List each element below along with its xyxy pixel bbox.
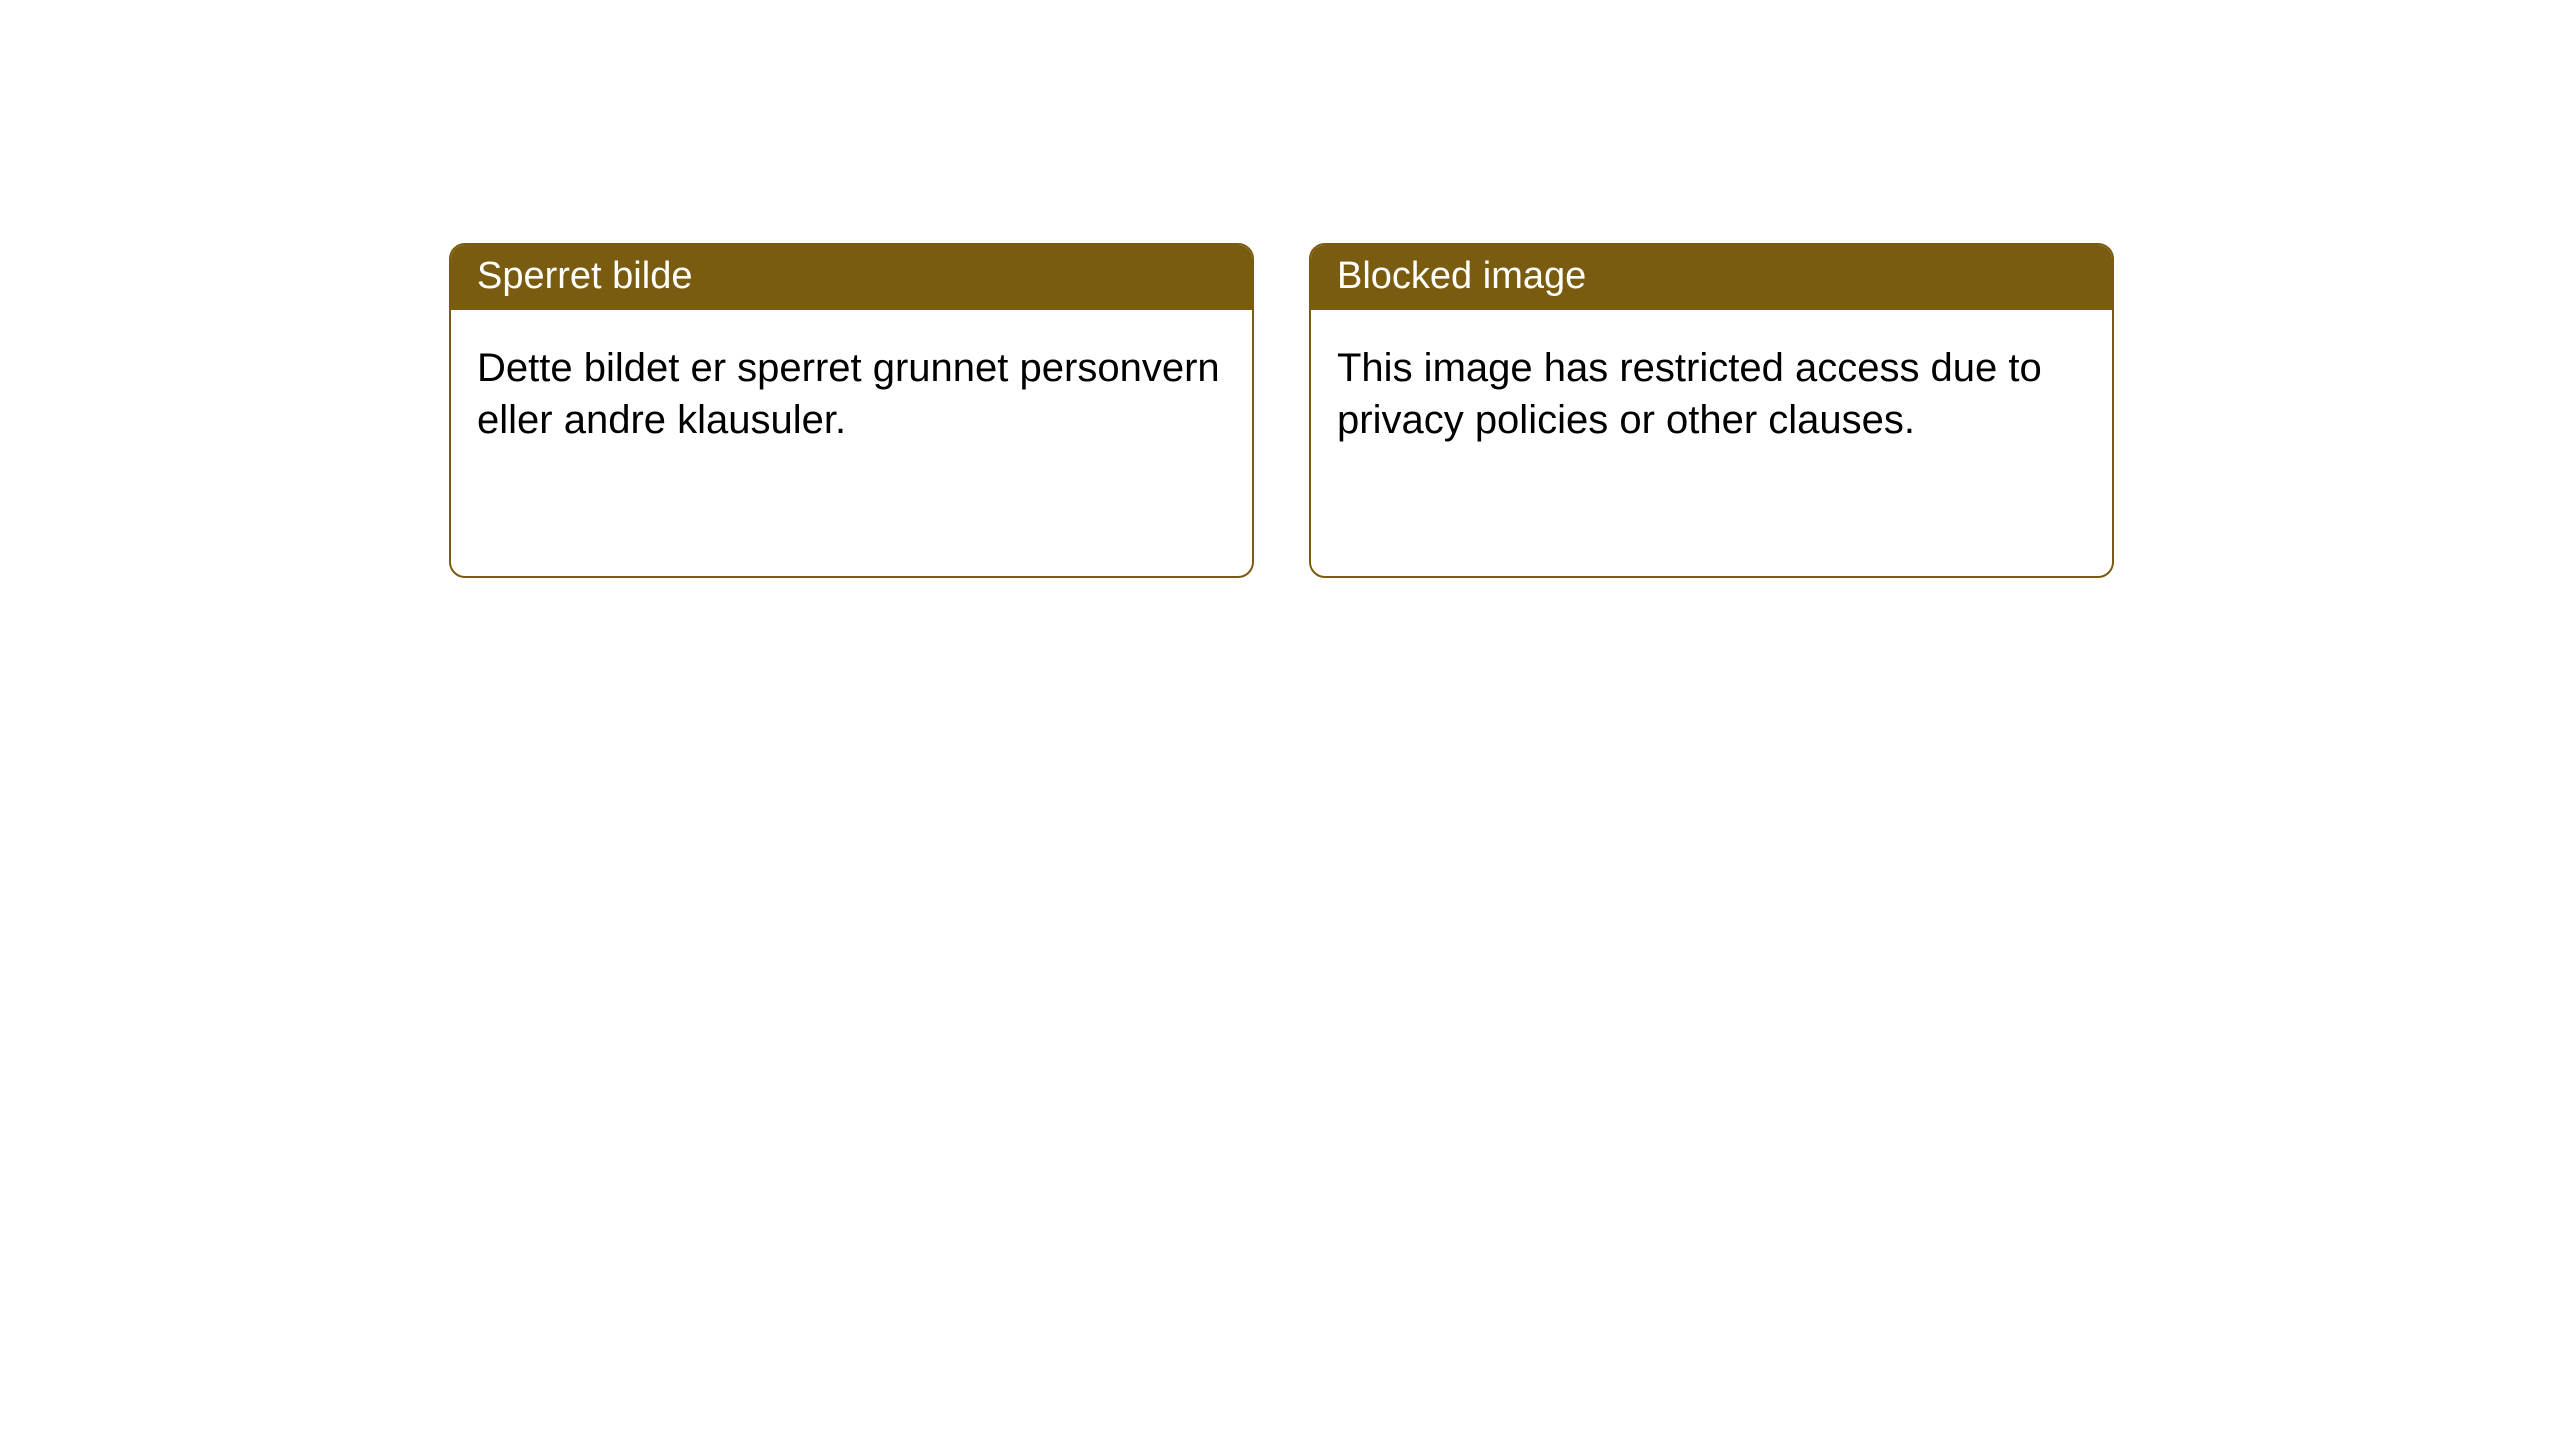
notice-card-header: Sperret bilde [451, 245, 1252, 310]
notice-card-english: Blocked image This image has restricted … [1309, 243, 2114, 578]
notice-card-header: Blocked image [1311, 245, 2112, 310]
notice-card-title: Sperret bilde [477, 255, 692, 297]
notice-card-text: Dette bildet er sperret grunnet personve… [477, 346, 1220, 442]
notice-card-text: This image has restricted access due to … [1337, 346, 2042, 442]
notice-card-body: This image has restricted access due to … [1311, 310, 2112, 478]
notice-card-body: Dette bildet er sperret grunnet personve… [451, 310, 1252, 478]
notice-card-title: Blocked image [1337, 255, 1586, 297]
notice-card-norwegian: Sperret bilde Dette bildet er sperret gr… [449, 243, 1254, 578]
notice-cards-container: Sperret bilde Dette bildet er sperret gr… [449, 243, 2114, 578]
